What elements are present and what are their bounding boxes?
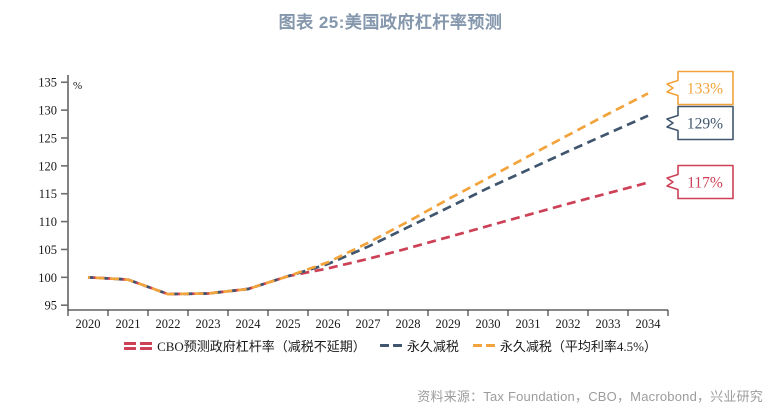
x-tick-label: 2022 (156, 317, 181, 331)
callout-117: 117% (664, 164, 736, 200)
callout-133-label: 133% (687, 81, 723, 98)
callout-117-bubble (666, 164, 734, 200)
legend-swatch-2 (472, 344, 495, 347)
x-tick-label: 2023 (196, 317, 221, 331)
x-tick-label: 2028 (396, 317, 421, 331)
callout-129: 129% (664, 105, 736, 141)
y-tick-label: 100 (38, 271, 57, 285)
legend-item-1: 永久减税 (379, 336, 459, 355)
y-tick-label: 95 (45, 299, 58, 313)
source-note: 资料来源：Tax Foundation，CBO，Macrobond，兴业研究 (417, 389, 763, 404)
x-tick-label: 2033 (596, 317, 621, 331)
x-tick-label: 2029 (436, 317, 461, 331)
legend-label-2: 永久减税（平均利率4.5%） (499, 339, 657, 354)
y-tick-label: 105 (38, 243, 57, 257)
legend-swatch-0 (124, 341, 153, 350)
x-tick-label: 2034 (636, 317, 662, 331)
x-tick-label: 2032 (556, 317, 581, 331)
y-tick-label: 120 (38, 159, 57, 173)
x-tick-label: 2030 (476, 317, 501, 331)
chart-legend: CBO预测政府杠杆率（减税不延期） 永久减税 永久减税（平均利率4.5%） (0, 336, 781, 355)
callout-129-bubble (666, 105, 734, 141)
series-line-2 (87, 92, 649, 296)
callout-133-bubble (666, 70, 734, 106)
legend-swatch-1 (379, 344, 402, 347)
y-tick-label: 115 (39, 187, 57, 201)
y-axis-unit: % (73, 80, 82, 92)
legend-item-2: 永久减税（平均利率4.5%） (472, 336, 657, 355)
x-tick-label: 2025 (276, 317, 301, 331)
legend-label-0: CBO预测政府杠杆率（减税不延期） (157, 339, 366, 354)
series-line-1 (87, 114, 649, 296)
series-line-0 (87, 181, 649, 296)
callout-129-label: 129% (687, 116, 723, 133)
callout-117-label: 117% (687, 175, 723, 192)
legend-label-1: 永久减税 (406, 339, 459, 354)
x-tick-label: 2026 (316, 317, 341, 331)
y-tick-label: 130 (38, 104, 57, 118)
axes (67, 75, 668, 311)
y-tick-label: 135 (38, 76, 57, 90)
x-tick-label: 2027 (356, 317, 381, 331)
x-tick-label: 2024 (236, 317, 262, 331)
x-tick-label: 2021 (116, 317, 141, 331)
x-tick-label: 2020 (76, 317, 101, 331)
y-tick-label: 125 (38, 131, 57, 145)
x-tick-label: 2031 (516, 317, 541, 331)
page-title: 图表 25:美国政府杠杆率预测 (278, 13, 503, 32)
callout-133: 133% (664, 70, 736, 106)
legend-item-0: CBO预测政府杠杆率（减税不延期） (124, 336, 366, 355)
y-tick-label: 110 (39, 215, 57, 229)
